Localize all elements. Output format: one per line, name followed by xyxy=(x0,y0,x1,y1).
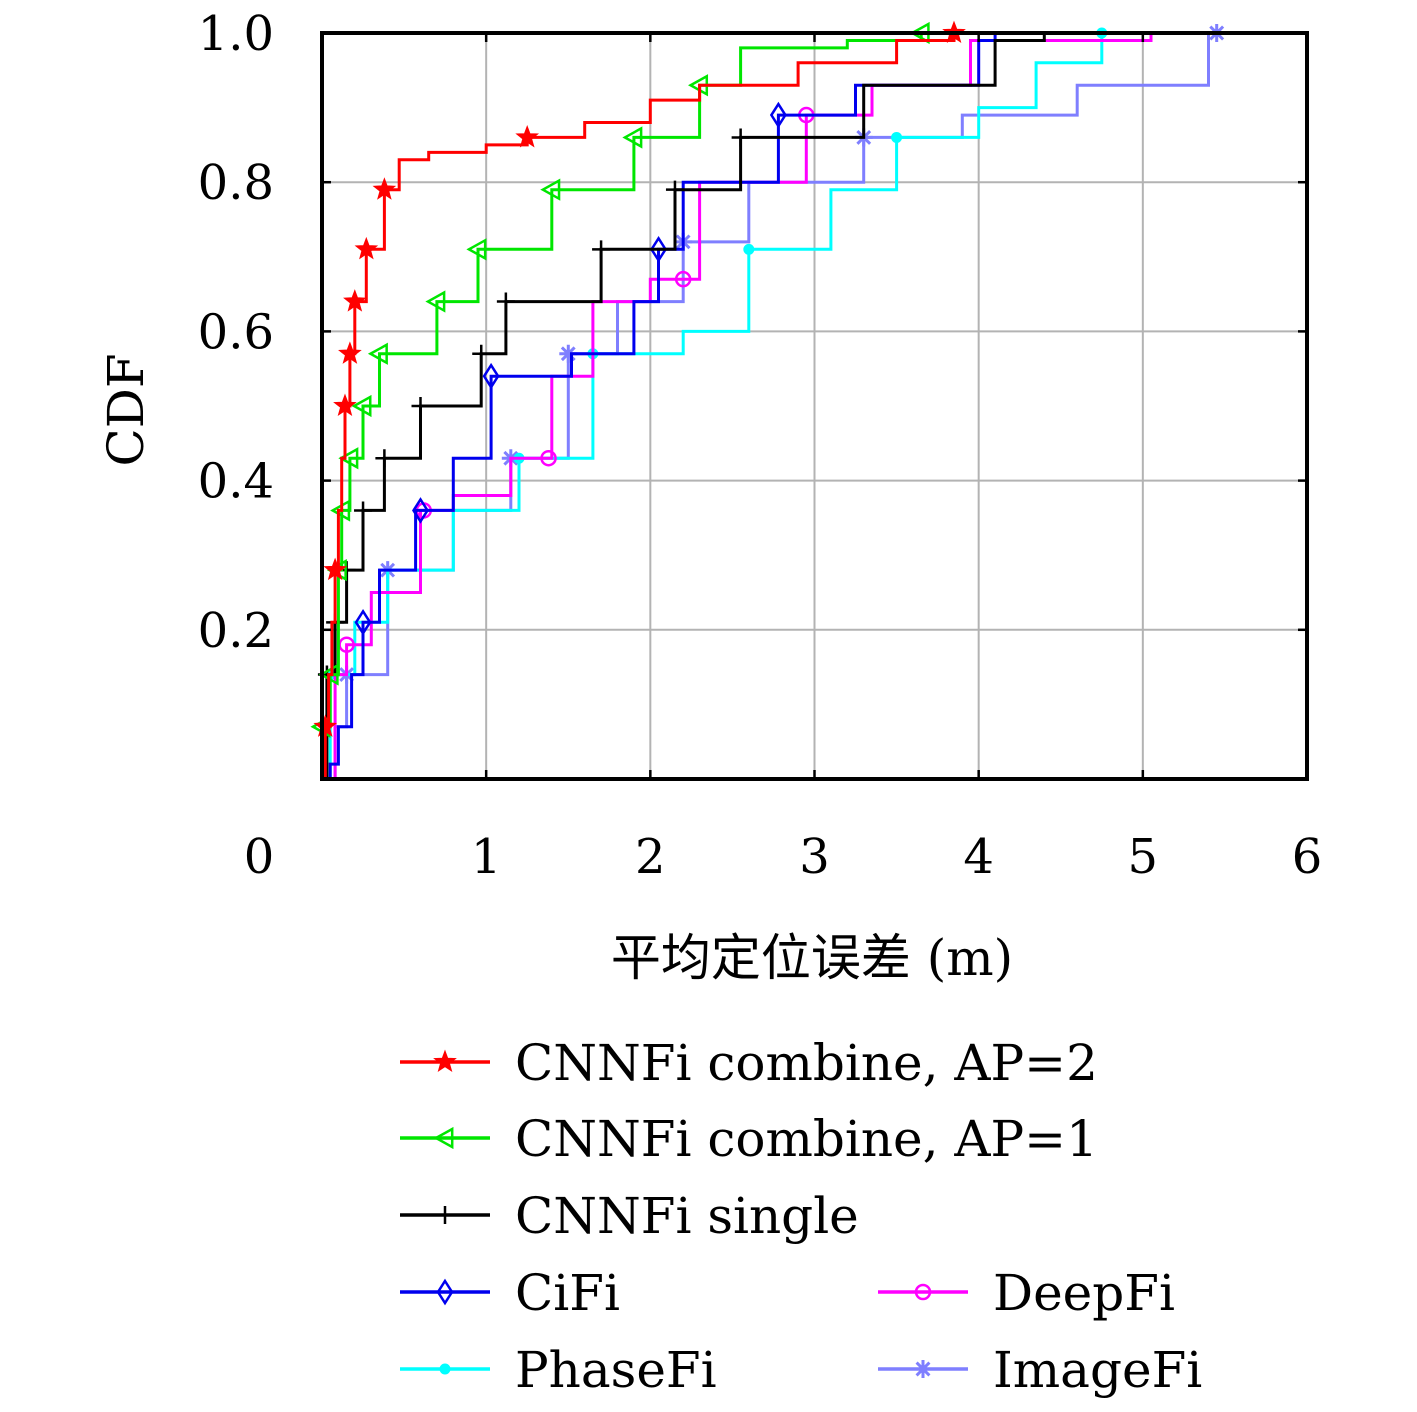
dot-icon xyxy=(743,243,755,255)
series-5 xyxy=(322,27,1108,781)
legend: CNNFi combine, AP=2 CNNFi combine, AP=1 CN… xyxy=(400,1034,1202,1399)
asterisk-icon xyxy=(919,1365,927,1373)
plus-icon xyxy=(592,240,611,259)
dot-icon xyxy=(891,131,903,143)
plus-icon xyxy=(472,344,491,363)
diamond-icon xyxy=(436,1278,454,1306)
left-triangle-icon xyxy=(433,1126,454,1150)
legend-label: CNNFi combine, AP=1 xyxy=(515,1110,1098,1168)
star-icon xyxy=(372,177,397,200)
y-tick-label: 0.8 xyxy=(198,155,274,211)
legend-label: PhaseFi xyxy=(515,1341,717,1399)
x-tick-label: 6 xyxy=(1292,829,1323,885)
x-tick-label: 5 xyxy=(1128,829,1159,885)
star-icon xyxy=(343,289,367,312)
series-line xyxy=(322,33,956,781)
legend-label: CiFi xyxy=(515,1264,620,1322)
legend-label: CNNFi combine, AP=2 xyxy=(515,1034,1098,1092)
x-tick-label: 2 xyxy=(635,829,666,885)
x-tick-label: 3 xyxy=(799,829,830,885)
series-line xyxy=(320,33,923,779)
legend-item: CNNFi combine, AP=1 xyxy=(400,1110,1098,1168)
left-triangle-icon xyxy=(540,178,561,201)
plus-icon xyxy=(411,397,430,415)
dot-icon xyxy=(439,1363,451,1375)
plus-icon xyxy=(354,501,373,520)
diamond-icon xyxy=(354,609,372,636)
series-line xyxy=(322,31,1217,781)
legend-item: CiFi xyxy=(400,1264,620,1322)
left-triangle-icon xyxy=(622,126,643,149)
left-triangle-icon xyxy=(466,238,487,261)
plus-icon xyxy=(496,292,515,311)
series-line xyxy=(322,33,997,781)
legend-item: ImageFi xyxy=(878,1341,1202,1399)
diamond-icon xyxy=(769,101,787,129)
legend-item: PhaseFi xyxy=(400,1341,717,1399)
y-tick-label: 1.0 xyxy=(198,6,274,62)
x-tick-label: 0 xyxy=(244,829,275,885)
left-triangle-icon xyxy=(338,447,359,470)
plus-icon xyxy=(436,1206,454,1224)
circle-icon xyxy=(540,449,557,467)
left-triangle-icon xyxy=(425,290,446,313)
star-icon xyxy=(354,236,379,260)
diamond-icon xyxy=(482,362,500,390)
plus-icon xyxy=(665,180,684,199)
series-2 xyxy=(317,33,1046,781)
diamond-icon xyxy=(412,497,429,524)
legend-item: CNNFi single xyxy=(400,1187,859,1245)
circle-icon xyxy=(914,1283,932,1301)
diamond-icon xyxy=(650,236,668,263)
series-line xyxy=(322,33,1046,781)
star-icon xyxy=(433,1049,457,1073)
y-axis-title: CDF xyxy=(97,353,155,466)
series-0 xyxy=(313,20,966,781)
star-icon xyxy=(515,124,540,148)
legend-label: ImageFi xyxy=(993,1341,1202,1399)
axis-ticks: 0 1 2 3 4 5 6 0.2 0.4 0.6 0.8 1.0 xyxy=(198,6,1323,885)
x-axis-title: 平均定位误差 (m) xyxy=(611,929,1013,987)
y-tick-label: 0.2 xyxy=(198,603,274,659)
star-icon xyxy=(333,393,357,417)
plot-series xyxy=(310,20,1226,781)
plus-icon xyxy=(375,449,394,468)
legend-label: CNNFi single xyxy=(515,1187,859,1245)
y-tick-label: 0.4 xyxy=(198,454,274,510)
left-triangle-icon xyxy=(351,394,372,418)
series-3 xyxy=(322,33,997,781)
star-icon xyxy=(323,557,347,581)
legend-item: CNNFi combine, AP=2 xyxy=(400,1034,1098,1092)
left-triangle-icon xyxy=(367,342,388,365)
y-tick-label: 0.6 xyxy=(198,304,274,360)
star-icon xyxy=(313,714,338,737)
legend-item: DeepFi xyxy=(878,1264,1175,1322)
star-icon xyxy=(338,341,362,364)
legend-label: DeepFi xyxy=(993,1264,1175,1322)
x-tick-label: 4 xyxy=(963,829,994,885)
plus-icon xyxy=(731,128,750,147)
circle-icon xyxy=(674,270,692,288)
x-tick-label: 1 xyxy=(471,829,502,885)
